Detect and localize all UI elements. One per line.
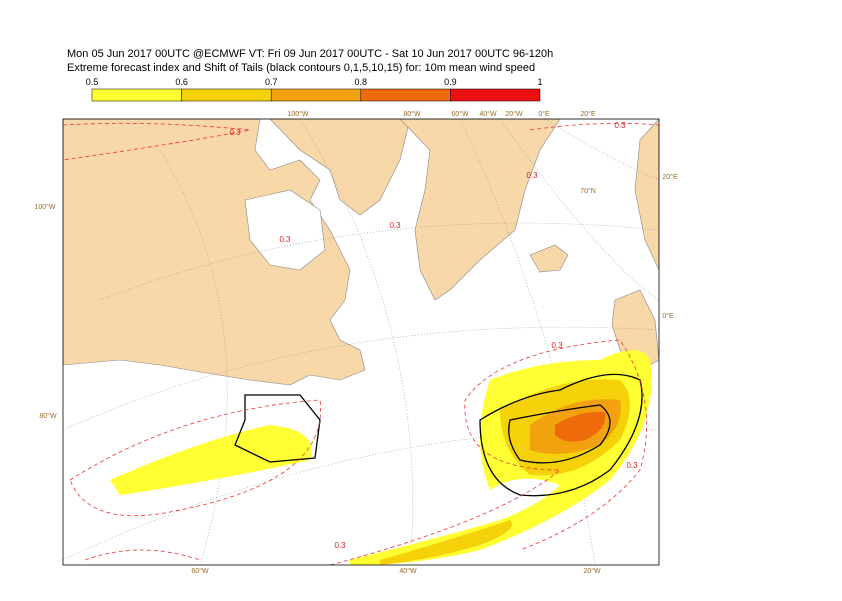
colorbar-segment	[91, 88, 182, 102]
land-north-america	[63, 119, 366, 386]
contour-label: 0.3	[526, 171, 538, 180]
colorbar-tick-label: 0.9	[444, 77, 457, 87]
map-frame	[62, 118, 660, 566]
land-greenland	[399, 119, 561, 301]
colorbar-tick-label: 0.6	[175, 77, 188, 87]
graticule	[63, 119, 659, 565]
efi-area	[380, 520, 512, 565]
sot-contour	[479, 373, 643, 497]
contour-label: 0.3	[279, 235, 291, 244]
contour-label: 0.3	[551, 341, 563, 350]
graticule-label: 20°W	[505, 110, 523, 118]
graticule-label: 80°W	[39, 412, 57, 420]
title-line-1: Mon 05 Jun 2017 00UTC @ECMWF VT: Fri 09 …	[67, 48, 553, 60]
colorbar-tick-label: 1	[537, 77, 542, 87]
land-arctic-islands	[269, 119, 411, 216]
contour-label: 0.3	[626, 461, 638, 470]
colorbar-segment	[450, 88, 541, 102]
hudson-bay	[244, 189, 326, 271]
contour-label: 0.3	[334, 541, 346, 550]
graticule-label: 100°W	[34, 203, 55, 211]
graticule-label: 20°E	[662, 173, 678, 181]
efi-contour	[63, 122, 659, 565]
efi-area	[110, 425, 312, 495]
colorbar-tick-label: 0.5	[86, 77, 99, 87]
contour-label: 0.3	[229, 128, 241, 137]
graticule-label: 100°W	[287, 110, 308, 118]
efi-area	[555, 411, 606, 442]
colorbar-segment	[270, 88, 362, 102]
graticule-label: 70°N	[580, 187, 596, 195]
graticule-label: 60°W	[191, 567, 209, 575]
contour-label: 0.3	[389, 221, 401, 230]
graticule-label: 40°W	[399, 567, 417, 575]
colorbar-tick-label: 0.7	[265, 77, 278, 87]
sot-contour	[508, 404, 611, 464]
graticule-label: 20°E	[580, 110, 596, 118]
colorbar-tick-label: 0.8	[355, 77, 368, 87]
land-iceland	[529, 244, 569, 273]
title-line-2: Extreme forecast index and Shift of Tail…	[67, 62, 535, 74]
graticule-label: 20°W	[583, 567, 601, 575]
graticule-label: 80°W	[403, 110, 421, 118]
graticule-label: 0°E	[538, 110, 550, 118]
contour-label: 0.3	[614, 121, 626, 130]
colorbar: 0.5 0.6 0.7 0.8 0.9 1	[86, 77, 543, 102]
graticule-label: 40°W	[479, 110, 497, 118]
graticule-label: 60°W	[451, 110, 469, 118]
graticule-label: 0°E	[662, 312, 674, 320]
sot-contour	[234, 394, 321, 463]
map: 70°N 0.3 0.3 0.3 0.3 0.3 0.3 0.3 0.3	[63, 119, 659, 565]
land-scandinavia	[634, 119, 659, 271]
colorbar-segment	[181, 88, 272, 102]
colorbar-segment	[360, 88, 451, 102]
